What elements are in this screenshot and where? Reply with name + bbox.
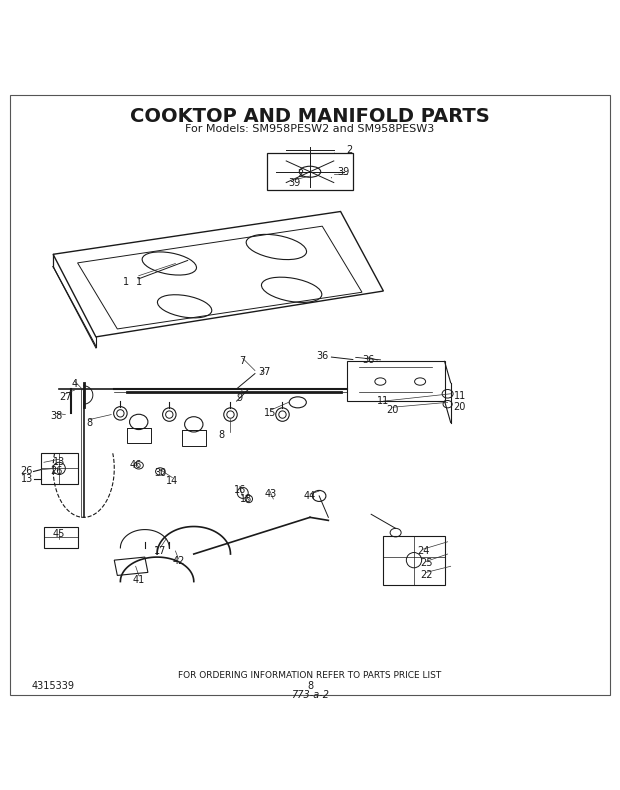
Text: 8: 8 [307, 680, 313, 690]
Text: 2: 2 [347, 145, 353, 155]
Bar [126, 428, 151, 443]
Text: 45: 45 [53, 529, 65, 540]
Text: 4: 4 [71, 379, 78, 389]
Text: 8: 8 [87, 418, 93, 427]
Bar [182, 431, 206, 446]
Text: 44: 44 [304, 491, 316, 501]
Text: 43: 43 [264, 489, 277, 499]
Text: 46: 46 [130, 460, 142, 470]
Text: 20: 20 [386, 405, 399, 416]
Text: 13: 13 [53, 457, 65, 467]
Text: 20: 20 [454, 402, 466, 412]
Text: 14: 14 [166, 476, 179, 486]
Text: 18: 18 [240, 494, 252, 504]
Text: 11: 11 [454, 391, 466, 401]
Text: 1: 1 [136, 276, 142, 287]
Text: For Models: SM958PESW2 and SM958PESW3: For Models: SM958PESW2 and SM958PESW3 [185, 124, 435, 134]
Text: 26: 26 [50, 466, 63, 476]
Text: 37: 37 [258, 367, 270, 377]
Text: 8: 8 [218, 430, 224, 440]
Text: 1: 1 [123, 276, 130, 287]
Text: 24: 24 [417, 546, 429, 556]
Text: FOR ORDERING INFORMATION REFER TO PARTS PRICE LIST: FOR ORDERING INFORMATION REFER TO PARTS … [179, 671, 441, 679]
Text: 30: 30 [154, 468, 166, 478]
Text: 39: 39 [337, 167, 350, 177]
Text: 38: 38 [50, 412, 62, 421]
Text: 11: 11 [378, 396, 389, 406]
Text: 4315339: 4315339 [32, 680, 74, 690]
Text: 27: 27 [59, 392, 71, 402]
Text: 26: 26 [20, 466, 33, 476]
Text: 15: 15 [264, 408, 277, 419]
Text: 36: 36 [316, 352, 329, 362]
Text: 39: 39 [288, 178, 301, 188]
Text: 2: 2 [298, 168, 304, 179]
Text: 22: 22 [420, 570, 433, 581]
Text: 25: 25 [420, 559, 433, 568]
Text: 17: 17 [154, 546, 166, 556]
Text: 9: 9 [237, 393, 242, 403]
Text: 41: 41 [133, 574, 145, 585]
Text: 16: 16 [234, 485, 246, 495]
Text: 36: 36 [362, 355, 374, 364]
Text: 773-a-2: 773-a-2 [291, 690, 329, 700]
Text: 42: 42 [172, 556, 185, 566]
Text: 7: 7 [239, 356, 246, 367]
Text: 13: 13 [20, 474, 33, 483]
Text: COOKTOP AND MANIFOLD PARTS: COOKTOP AND MANIFOLD PARTS [130, 107, 490, 126]
